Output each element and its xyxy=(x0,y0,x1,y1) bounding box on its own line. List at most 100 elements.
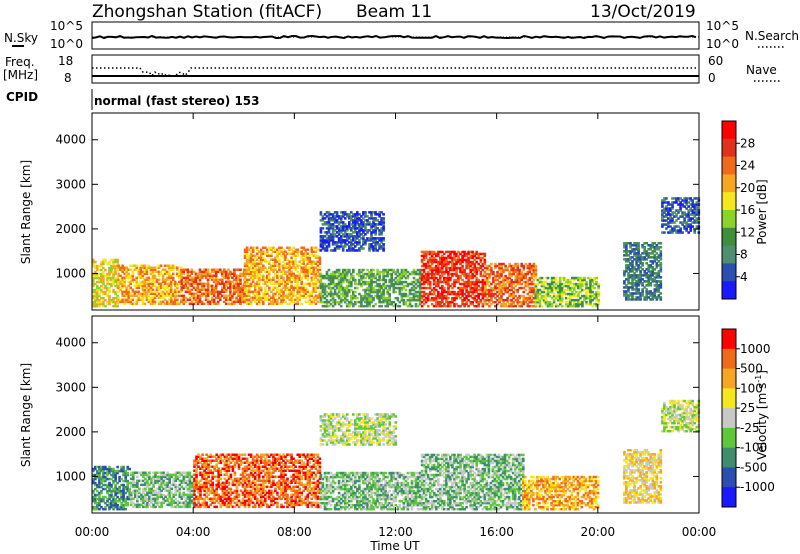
data-cell xyxy=(98,302,101,306)
data-cell xyxy=(288,264,291,268)
data-cell xyxy=(388,284,392,288)
data-cell xyxy=(235,268,238,272)
data-cell xyxy=(268,278,271,282)
data-cell xyxy=(426,298,430,302)
data-cell xyxy=(319,229,323,232)
data-cell xyxy=(163,280,167,284)
data-cell xyxy=(206,282,210,286)
data-cell xyxy=(356,219,359,222)
data-cell xyxy=(155,278,159,282)
data-cell xyxy=(221,294,224,298)
data-cell xyxy=(404,270,408,274)
nsearch-tick-bottom: 10^0 xyxy=(706,37,739,51)
data-cell xyxy=(481,284,485,288)
data-cell xyxy=(117,290,120,294)
data-cell xyxy=(286,302,289,306)
data-cell xyxy=(382,229,385,232)
data-cell xyxy=(98,286,101,290)
data-cell xyxy=(139,268,143,272)
data-cell xyxy=(443,262,446,266)
data-cell xyxy=(237,282,240,286)
data-cell xyxy=(447,274,450,278)
data-cell xyxy=(98,294,101,298)
data-cell xyxy=(432,278,436,282)
data-cell xyxy=(143,292,147,296)
data-cell xyxy=(274,258,277,262)
data-cell xyxy=(366,280,369,284)
data-cell xyxy=(198,300,202,304)
data-cell xyxy=(368,296,371,300)
data-cell xyxy=(380,231,383,234)
data-cell xyxy=(214,268,218,272)
data-cell xyxy=(102,302,105,306)
data-cell xyxy=(392,286,396,290)
data-cell xyxy=(298,276,302,280)
data-cell xyxy=(302,274,306,278)
data-cell xyxy=(110,264,113,268)
data-cell xyxy=(473,284,477,288)
data-cell xyxy=(304,266,308,270)
data-cell xyxy=(282,278,285,282)
data-cell xyxy=(354,239,357,242)
data-cell xyxy=(477,254,481,258)
data-cell xyxy=(382,290,385,294)
data-cell xyxy=(147,266,151,270)
data-cell xyxy=(272,262,275,266)
data-cell xyxy=(253,282,257,286)
data-cell xyxy=(443,290,446,294)
data-cell xyxy=(404,272,408,276)
data-cell xyxy=(335,225,339,228)
data-cell xyxy=(447,266,450,270)
data-cell xyxy=(259,296,263,300)
data-cell xyxy=(121,276,124,280)
data-cell xyxy=(157,284,161,288)
data-cell xyxy=(380,290,383,294)
data-cell xyxy=(182,286,186,290)
data-cell xyxy=(473,304,477,308)
data-cell xyxy=(165,294,169,298)
data-cell xyxy=(178,302,181,306)
data-cell xyxy=(400,272,404,276)
data-cell xyxy=(360,302,363,306)
data-cell xyxy=(441,260,444,264)
data-cell xyxy=(264,290,267,294)
data-cell xyxy=(229,272,232,276)
data-cell xyxy=(469,254,473,258)
data-cell xyxy=(257,296,261,300)
data-cell xyxy=(129,274,133,278)
data-cell xyxy=(486,268,489,272)
data-cell xyxy=(94,294,97,298)
data-cell xyxy=(225,280,228,284)
data-cell xyxy=(117,278,120,282)
data-cell xyxy=(469,286,473,290)
data-cell xyxy=(300,270,304,274)
data-cell xyxy=(169,276,173,280)
data-cell xyxy=(102,282,105,286)
data-cell xyxy=(294,250,297,254)
data-cell xyxy=(102,276,105,280)
data-cell xyxy=(396,278,400,282)
data-cell xyxy=(481,290,485,294)
data-cell xyxy=(316,254,320,258)
data-cell xyxy=(404,300,408,304)
data-cell xyxy=(360,227,363,230)
data-cell xyxy=(169,288,173,292)
data-cell xyxy=(475,276,479,280)
data-cell xyxy=(490,302,493,306)
data-cell xyxy=(333,270,337,274)
data-cell xyxy=(453,272,456,276)
data-cell xyxy=(350,272,353,276)
data-cell xyxy=(314,280,318,284)
data-cell xyxy=(300,282,304,286)
cpid-value: normal (fast stereo) 153 xyxy=(94,94,260,108)
data-cell xyxy=(296,302,300,306)
data-cell xyxy=(94,292,97,296)
data-cell xyxy=(467,290,470,294)
data-cell xyxy=(153,300,157,304)
data-cell xyxy=(264,266,267,270)
data-cell xyxy=(198,288,202,292)
data-cell xyxy=(426,278,430,282)
data-cell xyxy=(253,260,257,264)
data-cell xyxy=(467,264,470,268)
data-cell xyxy=(272,302,275,306)
